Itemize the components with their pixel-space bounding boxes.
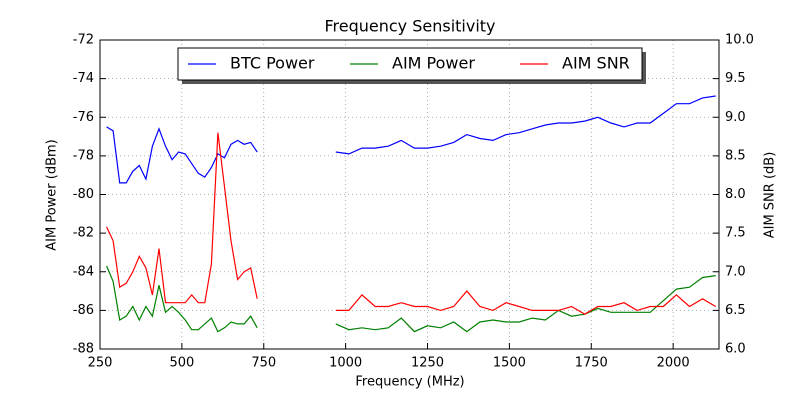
y2-tick-label: 10.0 (725, 33, 754, 48)
y-axis-label: AIM Power (dBm) (45, 139, 60, 251)
series-line (106, 132, 717, 315)
y-tick-label: -84 (73, 264, 94, 279)
y2-axis-label: AIM SNR (dB) (763, 152, 778, 239)
y-tick-label: -80 (73, 187, 94, 202)
x-tick-label: 750 (251, 356, 276, 371)
y-tick-label: -78 (73, 148, 94, 163)
y-tick-label: -88 (73, 342, 94, 357)
x-tick-label: 500 (169, 356, 194, 371)
plot-frame (99, 39, 720, 350)
y-tick-label: -82 (73, 226, 94, 241)
y2-tick-label: 8.0 (725, 187, 746, 202)
y2-tick-label: 7.0 (725, 264, 746, 279)
x-tick-label: 1750 (575, 356, 608, 371)
y2-tick-label: 6.0 (725, 342, 746, 357)
y2-tick-label: 6.5 (725, 303, 746, 318)
x-tick-label: 250 (88, 356, 113, 371)
legend-label: AIM Power (392, 54, 475, 73)
y2-tick-label: 9.5 (725, 71, 746, 86)
y-tick-label: -74 (73, 71, 94, 86)
y-tick-label: -72 (73, 33, 94, 48)
y2-tick-label: 9.0 (725, 110, 746, 125)
x-tick-label: 2000 (657, 356, 690, 371)
x-tick-label: 1250 (411, 356, 444, 371)
legend-box (177, 47, 643, 81)
y-tick-label: -86 (73, 303, 94, 318)
y2-tick-label: 8.5 (725, 148, 746, 163)
legend-label: AIM SNR (562, 54, 630, 73)
series-line (106, 95, 716, 184)
y2-tick-label: 7.5 (725, 226, 746, 241)
chart-title: Frequency Sensitivity (324, 17, 495, 36)
y-tick-label: -76 (73, 110, 94, 125)
x-tick-label: 1000 (329, 356, 362, 371)
x-axis-label: Frequency (MHz) (355, 375, 464, 390)
legend-label: BTC Power (230, 54, 315, 73)
x-tick-label: 1500 (493, 356, 526, 371)
series-line (106, 265, 716, 333)
